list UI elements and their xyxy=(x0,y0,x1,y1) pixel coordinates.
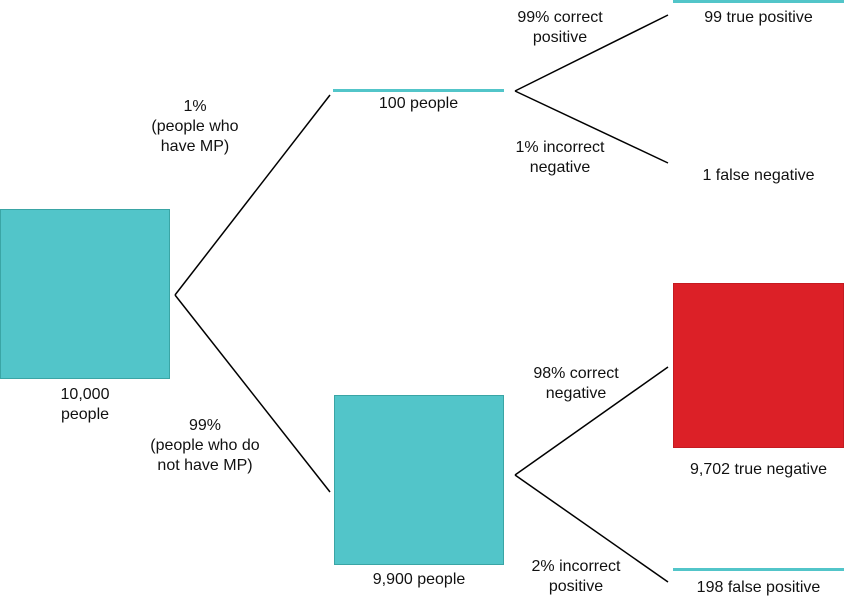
true-negative-label: 9,702 true negative xyxy=(690,461,827,478)
no-mp-population-label: 9,900 people xyxy=(372,571,466,588)
edge-root-to-no-mp xyxy=(174,294,331,493)
edge-root-to-mp xyxy=(174,94,331,296)
false-positive-label: 198 false positive xyxy=(696,579,821,596)
true-positive-bar xyxy=(673,0,844,3)
no-mp-population-square xyxy=(334,395,504,565)
edge-mp-to-true-positive xyxy=(514,14,669,92)
edge-label-mp-line-3: have MP) xyxy=(160,138,230,155)
false-negative-label: 1 false negative xyxy=(702,167,815,184)
edge-label-correct-negative-line-1: 98% correct xyxy=(533,365,619,382)
mp-population-label: 100 people xyxy=(378,95,459,112)
edge-label-correct-positive: 99% correct positive xyxy=(490,8,630,48)
edge-label-incorrect-negative-line-2: negative xyxy=(529,159,591,176)
root-label-line-2: people xyxy=(60,406,110,423)
edge-mp-to-false-negative xyxy=(514,90,669,164)
edge-label-correct-negative: 98% correct negative xyxy=(506,364,646,404)
false-positive-bar xyxy=(673,568,844,571)
edge-label-no-mp: 99% (people who do not have MP) xyxy=(130,416,280,476)
edge-label-incorrect-positive: 2% incorrect positive xyxy=(506,557,646,597)
edge-label-correct-negative-line-2: negative xyxy=(545,385,607,402)
edge-label-correct-positive-line-1: 99% correct xyxy=(517,9,603,26)
edge-label-incorrect-positive-line-1: 2% incorrect xyxy=(531,558,621,575)
true-positive-label: 99 true positive xyxy=(704,9,813,26)
edge-no-mp-to-false-positive xyxy=(514,474,669,583)
edge-label-incorrect-negative-line-1: 1% incorrect xyxy=(515,139,605,156)
edge-label-no-mp-line-1: 99% xyxy=(188,417,222,434)
edge-label-mp: 1% (people who have MP) xyxy=(130,97,260,157)
edge-label-incorrect-positive-line-2: positive xyxy=(548,578,604,595)
edge-label-no-mp-line-3: not have MP) xyxy=(157,457,253,474)
edge-label-mp-line-1: 1% xyxy=(183,98,207,115)
true-negative-square xyxy=(673,283,844,448)
root-label-line-1: 10,000 xyxy=(60,386,110,403)
root-population-label: 10,000 people xyxy=(40,385,130,425)
edge-label-no-mp-line-2: (people who do xyxy=(150,437,260,454)
edge-label-correct-positive-line-2: positive xyxy=(532,29,588,46)
mp-population-bar xyxy=(333,89,504,92)
edge-no-mp-to-true-negative xyxy=(514,366,669,476)
edge-label-mp-line-2: (people who xyxy=(151,118,239,135)
edge-label-incorrect-negative: 1% incorrect negative xyxy=(490,138,630,178)
root-population-square xyxy=(0,209,170,379)
